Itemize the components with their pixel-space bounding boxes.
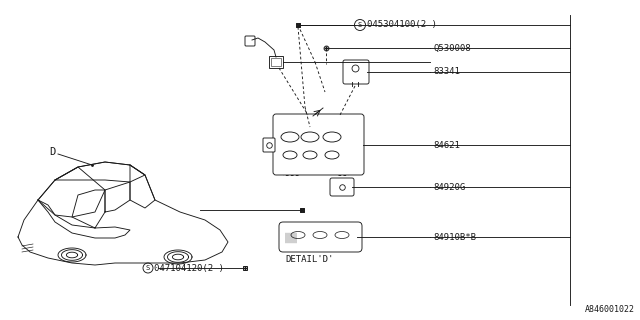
FancyBboxPatch shape xyxy=(273,114,364,175)
Text: 84621: 84621 xyxy=(433,140,460,149)
Ellipse shape xyxy=(291,231,305,238)
Text: S: S xyxy=(146,265,150,271)
Text: S: S xyxy=(358,22,362,28)
Ellipse shape xyxy=(323,132,341,142)
Ellipse shape xyxy=(313,231,327,238)
FancyBboxPatch shape xyxy=(245,36,255,46)
FancyBboxPatch shape xyxy=(269,56,283,68)
Text: 045304100(2 ): 045304100(2 ) xyxy=(367,20,437,29)
Text: Q530008: Q530008 xyxy=(433,44,470,52)
Ellipse shape xyxy=(335,231,349,238)
Text: 84920G: 84920G xyxy=(433,182,465,191)
FancyBboxPatch shape xyxy=(271,58,281,66)
Text: D: D xyxy=(49,147,55,157)
Ellipse shape xyxy=(283,151,297,159)
FancyBboxPatch shape xyxy=(330,178,354,196)
Text: 83341: 83341 xyxy=(433,68,460,76)
Ellipse shape xyxy=(303,151,317,159)
FancyBboxPatch shape xyxy=(263,138,275,152)
Text: DETAIL'D': DETAIL'D' xyxy=(286,255,334,265)
Text: 047104120(2 ): 047104120(2 ) xyxy=(154,263,224,273)
Ellipse shape xyxy=(281,132,299,142)
Text: A846001022: A846001022 xyxy=(585,306,635,315)
Ellipse shape xyxy=(325,151,339,159)
FancyBboxPatch shape xyxy=(343,60,369,84)
Text: 84910B*B: 84910B*B xyxy=(433,233,476,242)
Ellipse shape xyxy=(301,132,319,142)
FancyBboxPatch shape xyxy=(279,222,362,252)
